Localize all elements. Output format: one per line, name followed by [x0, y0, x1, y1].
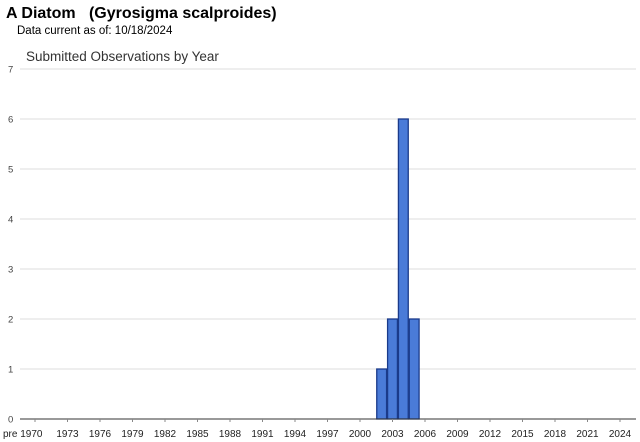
y-tick-label: 6 [8, 115, 13, 126]
x-tick-label: 1979 [121, 429, 144, 440]
chart-gridlines [20, 68, 636, 370]
y-tick-label: 1 [8, 365, 13, 376]
x-axis: pre 1970 1973 1976 1979 1982 1985 1988 1991 1994… [3, 418, 636, 440]
bar-2002 [376, 368, 388, 420]
x-tick-label: 1997 [316, 429, 339, 440]
bar-2005 [408, 318, 420, 420]
y-tick-label: 7 [8, 65, 13, 76]
x-tick-label: 1976 [89, 429, 112, 440]
x-tick-label: 2021 [576, 429, 599, 440]
y-tick-label: 4 [8, 215, 13, 226]
x-tick-label: 2024 [609, 429, 632, 440]
bar-2004 [397, 118, 409, 420]
x-tick-label: 2018 [544, 429, 567, 440]
x-tick-label: 1973 [56, 429, 79, 440]
y-tick-label: 0 [8, 415, 13, 426]
x-tick-label: 1982 [154, 429, 177, 440]
x-tick-label: 2015 [511, 429, 534, 440]
x-tick-label: 1988 [219, 429, 242, 440]
page-title: A Diatom (Gyrosigma scalproides) [6, 5, 277, 22]
x-tick-label: 1994 [284, 429, 307, 440]
x-tick-label: pre 1970 [3, 429, 43, 440]
x-tick-label: 2009 [446, 429, 469, 440]
data-current-date: Data current as of: 10/18/2024 [17, 25, 173, 37]
bar-2003 [386, 318, 399, 420]
y-tick-label: 5 [8, 165, 13, 176]
y-axis-ticks: 0 1 2 3 4 5 6 7 [8, 65, 13, 426]
chart-title: Submitted Observations by Year [26, 49, 219, 64]
x-tick-label: 1985 [186, 429, 209, 440]
x-tick-label: 2012 [479, 429, 502, 440]
y-tick-label: 3 [8, 265, 13, 276]
y-tick-label: 2 [8, 315, 13, 326]
x-tick-label: 2000 [349, 429, 372, 440]
x-tick-label: 1991 [251, 429, 274, 440]
x-tick-label: 2006 [414, 429, 437, 440]
x-tick-label: 2003 [381, 429, 404, 440]
